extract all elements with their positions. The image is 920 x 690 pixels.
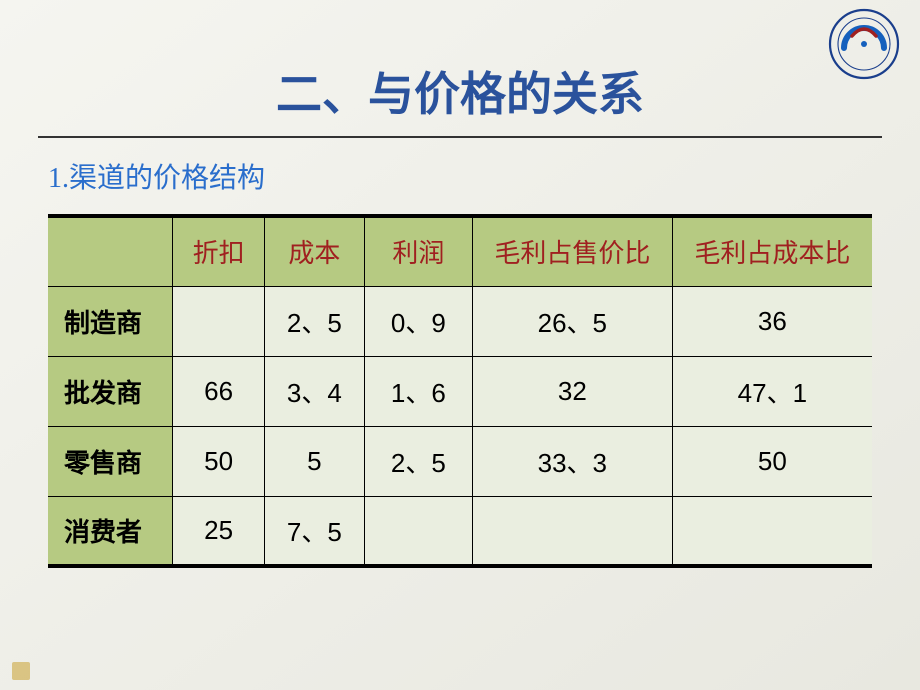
- table-row: 零售商 50 5 2、5 33、3 50: [48, 426, 872, 496]
- table-cell: 26、5: [472, 286, 672, 356]
- table-cell: 5: [264, 426, 364, 496]
- table-cell: 36: [672, 286, 872, 356]
- table-header-row: 折扣 成本 利润 毛利占售价比 毛利占成本比: [48, 216, 872, 286]
- table-cell: 25: [173, 496, 265, 566]
- price-structure-table-wrap: 折扣 成本 利润 毛利占售价比 毛利占成本比 制造商 2、5 0、9 26、5 …: [0, 214, 920, 568]
- table-cell: 32: [472, 356, 672, 426]
- row-label: 制造商: [48, 286, 173, 356]
- table-cell: 33、3: [472, 426, 672, 496]
- table-cell: [472, 496, 672, 566]
- table-cell: [173, 286, 265, 356]
- slide-title: 二、与价格的关系: [0, 0, 920, 136]
- table-cell: 1、6: [364, 356, 472, 426]
- title-divider: [38, 136, 882, 138]
- table-cell: [672, 496, 872, 566]
- price-structure-table: 折扣 成本 利润 毛利占售价比 毛利占成本比 制造商 2、5 0、9 26、5 …: [48, 214, 872, 568]
- table-header-cell: [48, 216, 173, 286]
- table-cell: 2、5: [364, 426, 472, 496]
- table-cell: 50: [672, 426, 872, 496]
- table-cell: 3、4: [264, 356, 364, 426]
- row-label: 消费者: [48, 496, 173, 566]
- university-logo: [828, 8, 900, 80]
- row-label: 批发商: [48, 356, 173, 426]
- section-subtitle: 1.渠道的价格结构: [48, 156, 920, 196]
- corner-decoration: [12, 662, 30, 680]
- table-cell: 2、5: [264, 286, 364, 356]
- table-row: 消费者 25 7、5: [48, 496, 872, 566]
- table-cell: 47、1: [672, 356, 872, 426]
- table-cell: 0、9: [364, 286, 472, 356]
- table-row: 批发商 66 3、4 1、6 32 47、1: [48, 356, 872, 426]
- table-cell: [364, 496, 472, 566]
- table-header-cell: 毛利占售价比: [472, 216, 672, 286]
- table-cell: 50: [173, 426, 265, 496]
- row-label: 零售商: [48, 426, 173, 496]
- table-header-cell: 成本: [264, 216, 364, 286]
- table-header-cell: 折扣: [173, 216, 265, 286]
- table-cell: 66: [173, 356, 265, 426]
- table-cell: 7、5: [264, 496, 364, 566]
- table-row: 制造商 2、5 0、9 26、5 36: [48, 286, 872, 356]
- table-header-cell: 利润: [364, 216, 472, 286]
- table-header-cell: 毛利占成本比: [672, 216, 872, 286]
